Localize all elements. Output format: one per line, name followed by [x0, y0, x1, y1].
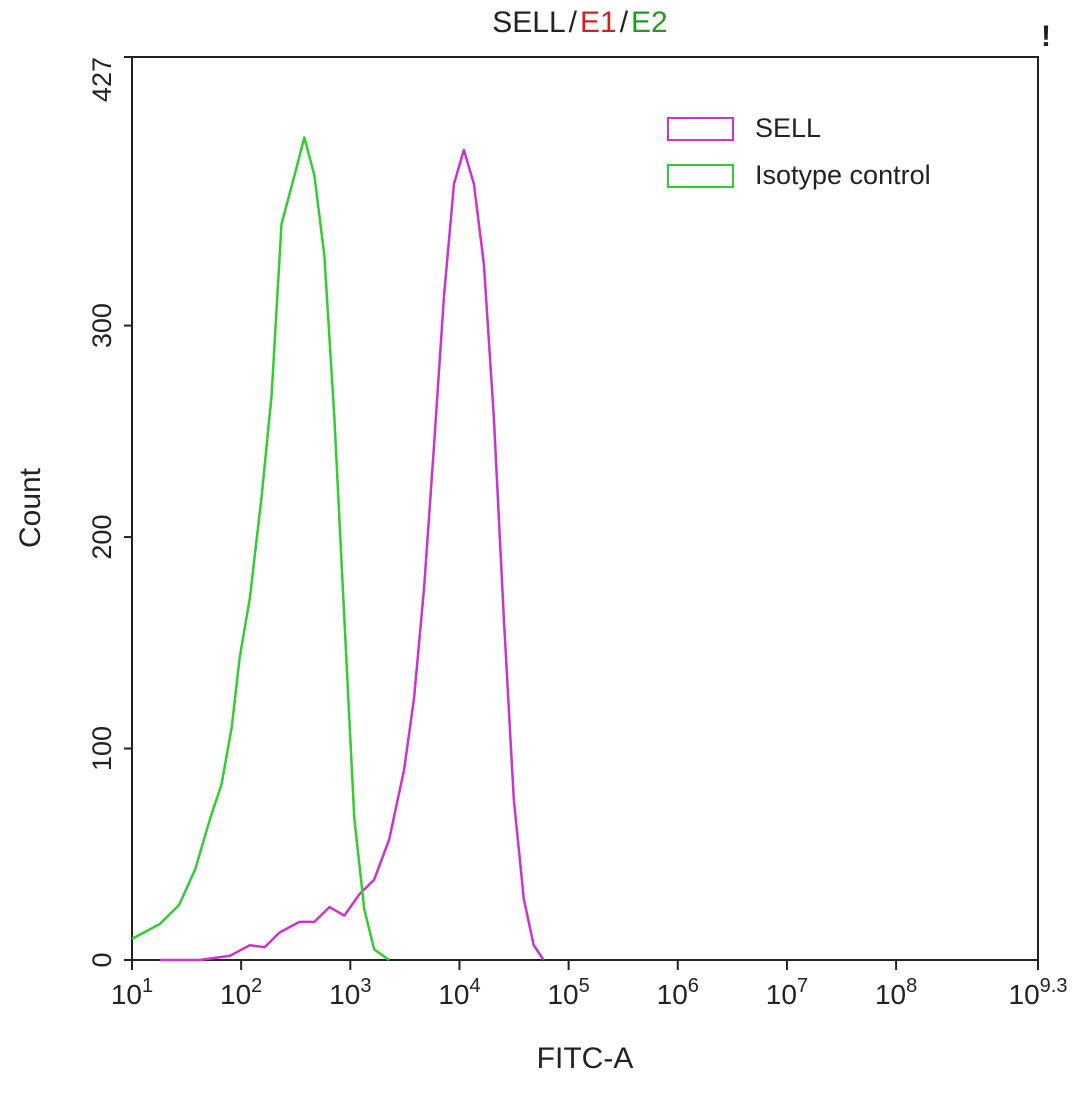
corner-mark: !	[1041, 20, 1051, 53]
x-tick-label: 101	[111, 975, 153, 1010]
x-tick-label: 104	[438, 975, 480, 1010]
x-tick-base: 10	[329, 979, 360, 1010]
histogram-line	[159, 148, 545, 962]
x-tick-label: 103	[329, 975, 371, 1010]
x-tick-base: 10	[766, 979, 797, 1010]
legend-label: Isotype control	[755, 160, 931, 190]
title-part: SELL	[492, 6, 565, 39]
x-tick-exponent: 6	[688, 975, 699, 997]
y-tick-label: 427	[87, 57, 117, 102]
x-tick-label: 102	[220, 975, 262, 1010]
x-tick-label: 109.3	[1009, 975, 1068, 1010]
x-tick-label: 105	[547, 975, 589, 1010]
x-tick-label: 107	[766, 975, 808, 1010]
title-part: E2	[631, 6, 668, 39]
y-tick-label: 200	[87, 515, 117, 560]
y-axis-label: Count	[14, 467, 47, 548]
x-tick-base: 10	[438, 979, 469, 1010]
y-tick-label: 300	[87, 303, 117, 348]
x-tick-exponent: 8	[906, 975, 917, 997]
title-part: /	[620, 6, 629, 39]
plot-frame	[131, 56, 1039, 961]
x-tick-exponent: 3	[360, 975, 371, 997]
x-axis-label: FITC-A	[537, 1042, 634, 1075]
x-tick-label: 106	[657, 975, 699, 1010]
x-tick-exponent: 5	[579, 975, 590, 997]
x-tick-exponent: 9.3	[1040, 975, 1068, 997]
x-tick-base: 10	[220, 979, 251, 1010]
x-tick-base: 10	[1009, 979, 1040, 1010]
x-tick-base: 10	[111, 979, 142, 1010]
chart-title: SELL / E1/E2	[492, 6, 667, 39]
legend-swatch	[667, 164, 734, 188]
x-tick-base: 10	[657, 979, 688, 1010]
legend-label: SELL	[755, 113, 821, 143]
y-tick-label: 0	[87, 952, 117, 967]
x-tick-exponent: 2	[251, 975, 262, 997]
x-tick-base: 10	[547, 979, 578, 1010]
x-tick-exponent: 1	[142, 975, 153, 997]
y-tick-label: 100	[87, 726, 117, 771]
x-tick-label: 108	[875, 975, 917, 1010]
histogram-line	[131, 136, 390, 962]
x-tick-base: 10	[875, 979, 906, 1010]
x-tick-exponent: 4	[469, 975, 480, 997]
legend-swatch	[667, 117, 734, 141]
title-part: /	[569, 6, 578, 39]
x-tick-exponent: 7	[797, 975, 808, 997]
title-part: E1	[580, 6, 617, 39]
